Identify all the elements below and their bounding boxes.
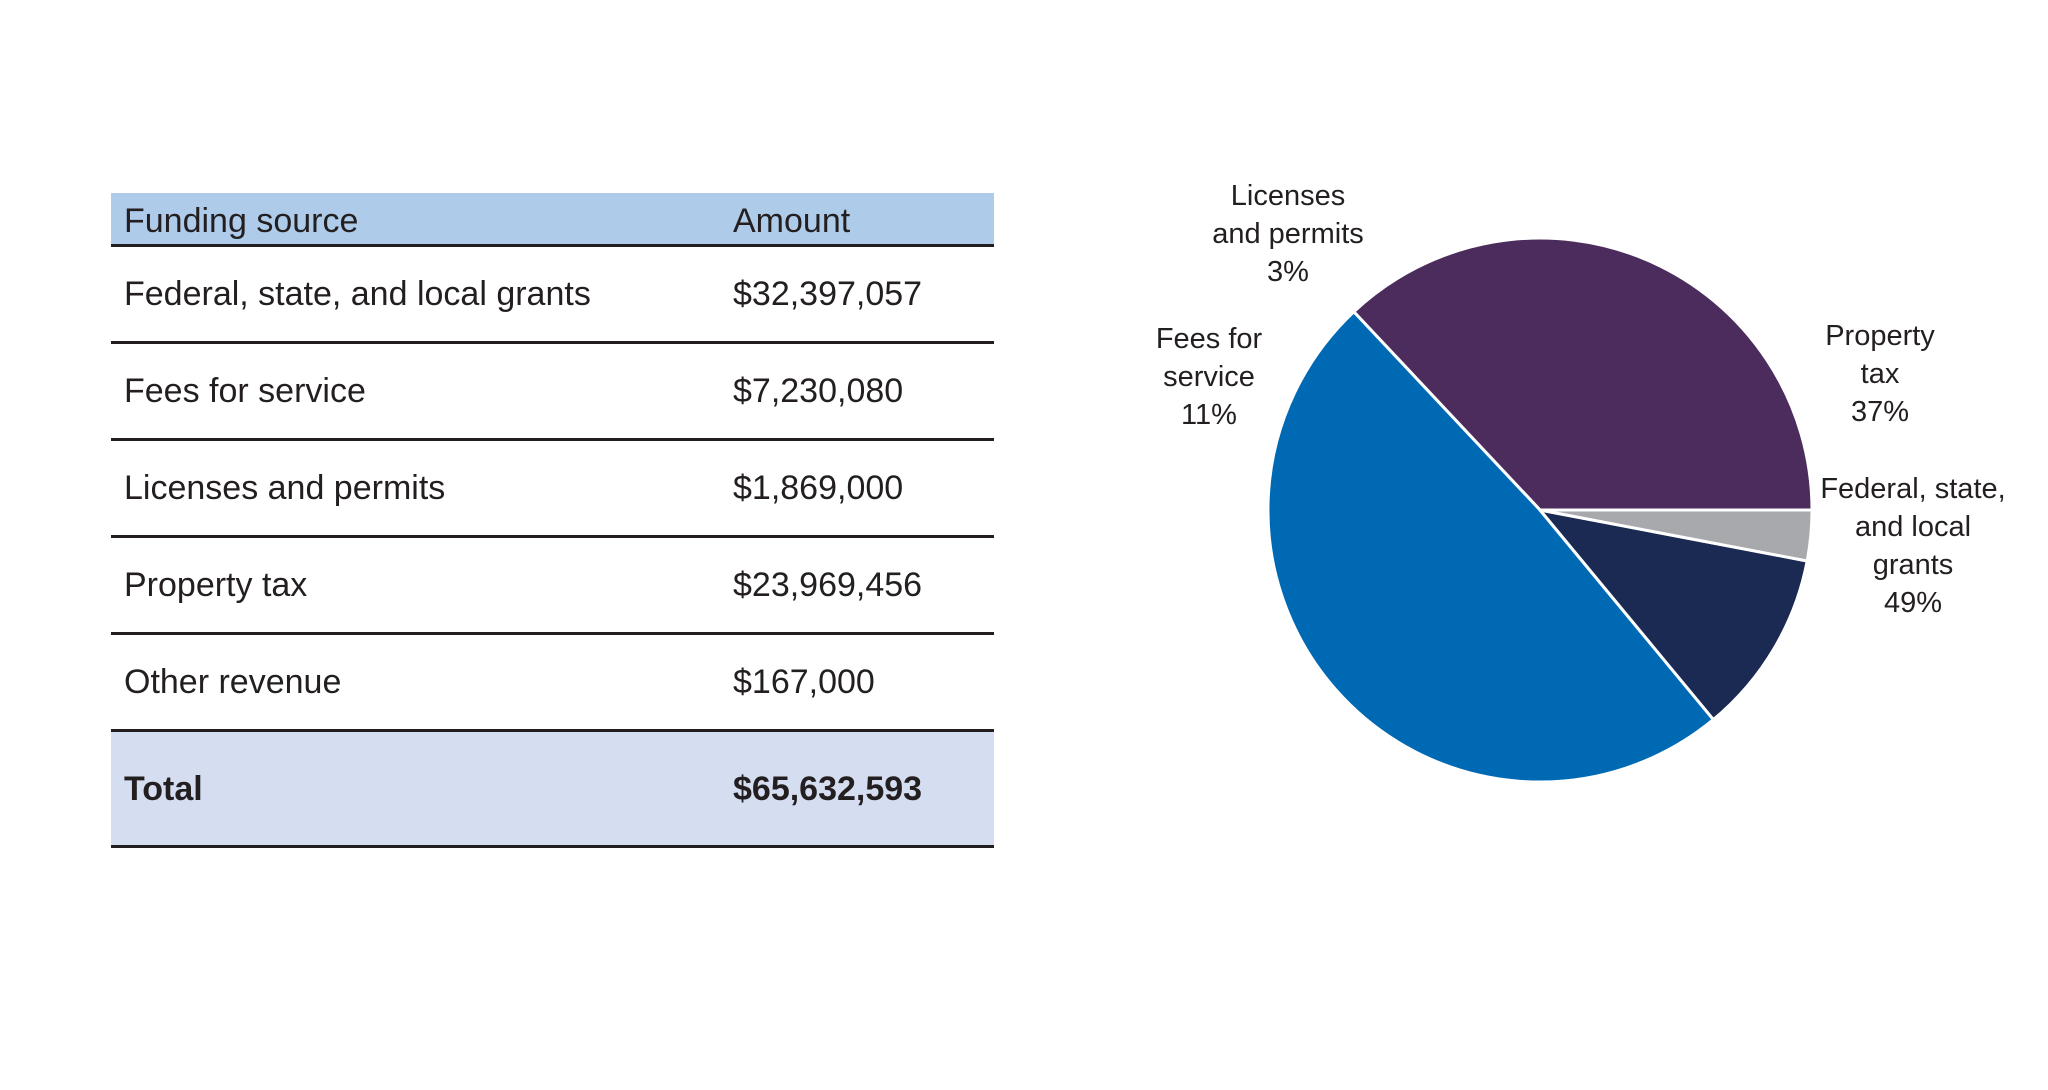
pie-slice-percent: 37% (1851, 396, 1909, 428)
row-source: Licenses and permits (124, 469, 446, 507)
pie-slice-percent: 3% (1267, 256, 1309, 288)
pie-slice-label-0: Property tax 37% (1825, 320, 1935, 428)
pie-slice-label-line: Federal, state, (1820, 473, 2005, 505)
table-row: Federal, state, and local grants $32,397… (111, 247, 994, 344)
table-row: Licenses and permits $1,869,000 (111, 441, 994, 538)
table-header-row: Funding source Amount (111, 193, 994, 247)
pie-slice-percent: 11% (1181, 399, 1237, 431)
row-amount: $32,397,057 (733, 275, 923, 313)
header-amount: Amount (733, 201, 851, 240)
row-source: Fees for service (124, 372, 366, 410)
pie-slice-label-line: grants (1873, 549, 1954, 581)
row-source: Other revenue (124, 663, 342, 701)
pie-slice-label-line: Property (1825, 320, 1935, 352)
table-row: Other revenue $167,000 (111, 635, 994, 732)
funding-table: Funding source Amount Federal, state, an… (111, 193, 994, 848)
total-label: Total (124, 769, 203, 808)
pie-slice-label-1: Federal, state, and local grants 49% (1820, 473, 2005, 619)
pie-slice-label-line: and local (1855, 511, 1971, 543)
total-amount: $65,632,593 (733, 769, 923, 808)
table-row: Fees for service $7,230,080 (111, 344, 994, 441)
pie-slice-label-line: tax (1861, 358, 1900, 390)
row-amount: $167,000 (733, 663, 875, 701)
header-funding-source: Funding source (124, 201, 359, 240)
row-amount: $23,969,456 (733, 566, 923, 604)
pie-slice-1 (1266, 310, 1715, 784)
row-amount: $7,230,080 (733, 372, 904, 410)
pie-slice-label-3: Licenses and permits 3% (1212, 180, 1364, 288)
pie-slice-percent: 49% (1884, 587, 1942, 619)
pie-slice-label-2: Fees for service 11% (1156, 323, 1263, 431)
pie-slice-0 (1352, 236, 1814, 512)
row-source: Property tax (124, 566, 308, 604)
pie-slice-label-line: Licenses (1231, 180, 1345, 212)
pie-slice-label-line: service (1163, 361, 1255, 393)
pie-slice-label-line: Fees for (1156, 323, 1263, 355)
table-row: Property tax $23,969,456 (111, 538, 994, 635)
row-amount: $1,869,000 (733, 469, 904, 507)
row-source: Federal, state, and local grants (124, 275, 591, 313)
pie-slice-2 (1538, 508, 1809, 722)
pie-slice-label-line: and permits (1212, 218, 1364, 250)
pie-slice-3 (1538, 508, 1814, 563)
table-total-row: Total $65,632,593 (111, 732, 994, 848)
